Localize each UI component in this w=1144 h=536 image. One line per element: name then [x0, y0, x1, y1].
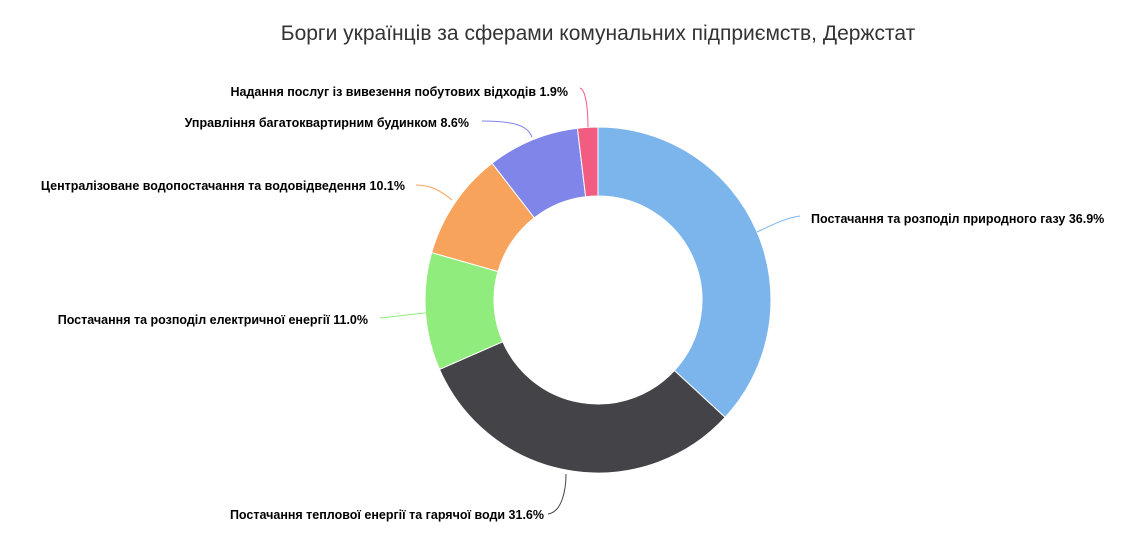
connector-electric [379, 312, 427, 319]
connector-waste [579, 87, 589, 128]
slice-gas[interactable] [597, 126, 772, 419]
connector-gas [756, 215, 801, 233]
data-label-gas: Постачання та розподіл природного газу 3… [811, 212, 1105, 226]
data-label-heat: Постачання теплової енергії та гарячої в… [229, 508, 544, 522]
connector-heat [547, 473, 567, 515]
connector-water [415, 184, 453, 201]
connector-management [481, 120, 533, 138]
data-label-waste: Надання послуг із вивезення побутових ві… [230, 85, 568, 99]
data-label-management: Управління багатоквартирним будинком 8.6… [184, 116, 469, 130]
slice-heat[interactable] [438, 341, 726, 474]
slice-waste[interactable] [576, 126, 599, 198]
chart-title: Борги українців за сферами комунальних п… [280, 22, 916, 45]
data-label-electric: Постачання та розподіл електричної енерг… [57, 313, 368, 327]
data-label-water: Централізоване водопостачання та водовід… [40, 179, 405, 193]
